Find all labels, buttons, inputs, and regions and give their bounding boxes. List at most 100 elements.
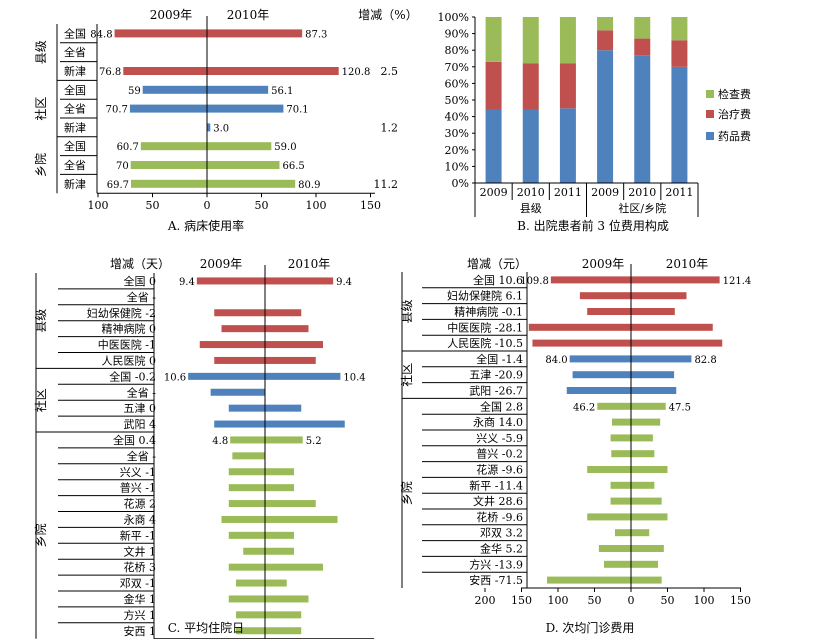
bar-2009 bbox=[228, 563, 265, 571]
row-label: 永商 4 bbox=[124, 512, 157, 526]
x-category-label: 2010 bbox=[628, 186, 656, 199]
row-label: 武阳 -26.7 bbox=[469, 385, 523, 398]
bar-2010 bbox=[631, 276, 720, 284]
value-2009: 76.8 bbox=[99, 67, 121, 78]
bar-2010 bbox=[265, 436, 303, 444]
row-label: 新津 bbox=[64, 177, 86, 191]
bar-2009 bbox=[587, 466, 631, 473]
bar-2009 bbox=[221, 325, 265, 333]
bar-2010 bbox=[631, 308, 675, 315]
bar-2009 bbox=[569, 355, 631, 363]
row-label: 五津 0 bbox=[124, 402, 157, 415]
group-label: 县级 bbox=[400, 299, 414, 323]
bar-2009 bbox=[236, 579, 265, 587]
stack-检查费 bbox=[485, 17, 502, 62]
legend-swatch bbox=[706, 110, 714, 118]
row-label: 全国 bbox=[64, 83, 86, 97]
stack-药品费 bbox=[634, 55, 651, 183]
value-2010: 5.2 bbox=[306, 436, 322, 447]
row-label: 全国 -1.4 bbox=[476, 352, 523, 366]
bar-2010 bbox=[207, 85, 269, 94]
bar-2009 bbox=[614, 529, 631, 537]
value-2010: 121.4 bbox=[723, 276, 752, 287]
value-2009: 84.0 bbox=[545, 355, 567, 366]
value-2010: 82.8 bbox=[694, 355, 716, 366]
bar-2009 bbox=[587, 308, 631, 315]
bar-2009 bbox=[228, 484, 265, 492]
stack-药品费 bbox=[559, 108, 576, 183]
y-tick-label: 0% bbox=[452, 177, 469, 190]
row-label: 永商 14.0 bbox=[473, 415, 523, 429]
row-label: 兴义 -5.9 bbox=[476, 432, 523, 445]
bar-2009 bbox=[532, 339, 631, 347]
bar-2010 bbox=[631, 576, 662, 584]
bar-2010 bbox=[265, 484, 294, 492]
bar-2010 bbox=[265, 595, 309, 603]
stack-检查费 bbox=[671, 17, 688, 41]
x-tick-label: 150 bbox=[360, 199, 381, 212]
x-tick-label: 150 bbox=[511, 594, 532, 607]
bar-2010 bbox=[631, 355, 692, 363]
value-2009: 10.6 bbox=[164, 372, 186, 383]
value-2009: 9.4 bbox=[179, 277, 195, 288]
row-label: 安西 1 bbox=[124, 624, 157, 638]
row-label: 全省 bbox=[64, 45, 86, 59]
y-tick-label: 30% bbox=[445, 127, 469, 140]
row-label: 花源 2 bbox=[124, 497, 157, 511]
bar-2009 bbox=[236, 611, 265, 619]
value-2010: 59.0 bbox=[274, 142, 296, 153]
bar-2010 bbox=[265, 500, 316, 508]
row-label: 全省 bbox=[64, 158, 86, 172]
header-2009: 2009年 bbox=[200, 257, 243, 271]
bar-2010 bbox=[631, 323, 713, 331]
bar-2010 bbox=[631, 560, 659, 568]
bar-2010 bbox=[631, 371, 675, 379]
value-2009: 109.8 bbox=[520, 276, 549, 287]
row-label: 新津 bbox=[64, 64, 86, 78]
value-2010: 120.8 bbox=[342, 67, 371, 78]
group-label: 县级 bbox=[34, 40, 48, 64]
y-tick-label: 70% bbox=[445, 61, 469, 74]
bar-2010 bbox=[265, 515, 338, 523]
row-label: 全国 10.6 bbox=[473, 273, 523, 287]
x-tick-label: 100 bbox=[694, 594, 715, 607]
value-2010: 87.3 bbox=[305, 29, 327, 40]
x-tick-label: 0 bbox=[204, 199, 211, 212]
x-tick-label: 200 bbox=[475, 594, 496, 607]
value-2009: 70 bbox=[116, 161, 129, 172]
stack-药品费 bbox=[597, 50, 614, 184]
header-2010: 2010年 bbox=[227, 8, 270, 22]
value-2010: 80.9 bbox=[298, 180, 320, 191]
bar-2009 bbox=[221, 515, 265, 523]
bar-2010 bbox=[631, 402, 666, 410]
bar-2009 bbox=[228, 404, 265, 412]
x-tick-label: 50 bbox=[588, 594, 602, 607]
row-label: 全省 - bbox=[127, 290, 156, 304]
header-2009: 2009年 bbox=[150, 8, 193, 22]
row-label: 武阳 4 bbox=[124, 418, 157, 431]
bar-2010 bbox=[631, 529, 650, 537]
stack-检查费 bbox=[597, 17, 614, 31]
stack-药品费 bbox=[485, 109, 502, 183]
y-tick-label: 80% bbox=[445, 44, 469, 57]
bar-2010 bbox=[631, 497, 662, 505]
bar-2010 bbox=[207, 67, 339, 75]
group-label: 社区 bbox=[33, 388, 48, 412]
bar-2010 bbox=[265, 404, 302, 412]
row-label: 普兴 -0.2 bbox=[476, 447, 523, 461]
row-label: 全国 0.4 bbox=[113, 433, 156, 447]
stack-治疗费 bbox=[485, 61, 502, 110]
stack-药品费 bbox=[671, 66, 688, 183]
stack-检查费 bbox=[634, 17, 651, 39]
bar-2009 bbox=[610, 497, 631, 505]
row-change: 1.2 bbox=[381, 121, 399, 134]
value-2009: 59 bbox=[128, 86, 141, 97]
bar-2010 bbox=[207, 123, 211, 132]
row-label: 人民医院 -10.5 bbox=[447, 336, 523, 350]
bar-2009 bbox=[199, 341, 265, 349]
bar-2009 bbox=[230, 436, 265, 444]
bar-2009 bbox=[579, 292, 631, 300]
legend-label: 药品费 bbox=[718, 130, 751, 143]
